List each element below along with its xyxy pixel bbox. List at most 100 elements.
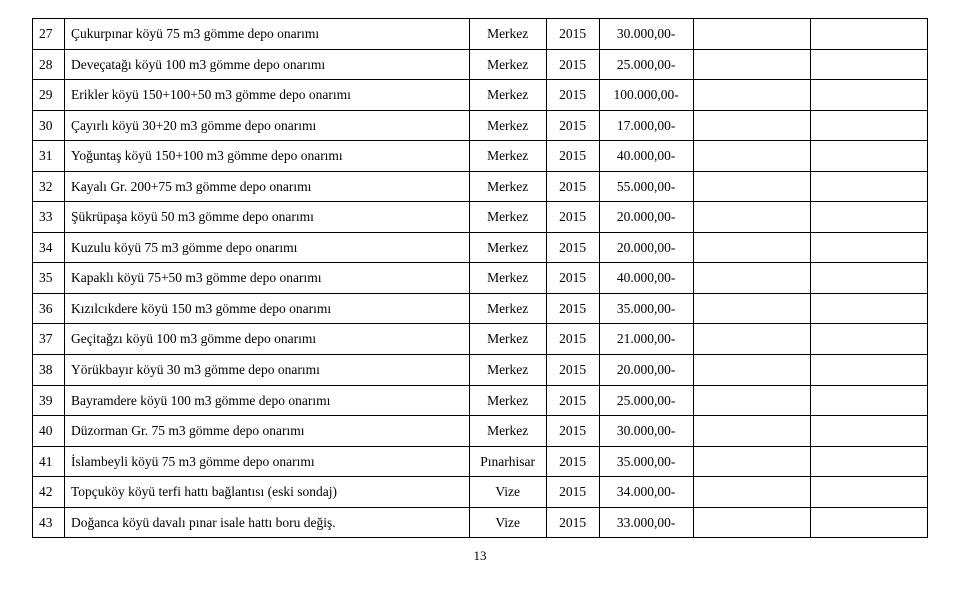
cell-num: 35 — [33, 263, 65, 294]
cell-e2 — [810, 385, 927, 416]
cell-loc: Vize — [469, 507, 546, 538]
cell-loc: Merkez — [469, 19, 546, 50]
table-row: 42Topçuköy köyü terfi hattı bağlantısı (… — [33, 477, 928, 508]
table-row: 29Erikler köyü 150+100+50 m3 gömme depo … — [33, 80, 928, 111]
cell-desc: Kapaklı köyü 75+50 m3 gömme depo onarımı — [64, 263, 469, 294]
cell-e2 — [810, 477, 927, 508]
cell-e1 — [693, 293, 810, 324]
cell-e2 — [810, 49, 927, 80]
cell-amt: 33.000,00- — [599, 507, 693, 538]
cell-desc: Geçitağzı köyü 100 m3 gömme depo onarımı — [64, 324, 469, 355]
cell-num: 37 — [33, 324, 65, 355]
cell-year: 2015 — [546, 80, 599, 111]
cell-desc: Topçuköy köyü terfi hattı bağlantısı (es… — [64, 477, 469, 508]
cell-year: 2015 — [546, 507, 599, 538]
cell-e2 — [810, 202, 927, 233]
cell-year: 2015 — [546, 49, 599, 80]
cell-e2 — [810, 355, 927, 386]
cell-amt: 21.000,00- — [599, 324, 693, 355]
cell-loc: Merkez — [469, 324, 546, 355]
cell-year: 2015 — [546, 141, 599, 172]
cell-desc: Erikler köyü 150+100+50 m3 gömme depo on… — [64, 80, 469, 111]
cell-loc: Vize — [469, 477, 546, 508]
cell-desc: İslambeyli köyü 75 m3 gömme depo onarımı — [64, 446, 469, 477]
cell-num: 42 — [33, 477, 65, 508]
cell-amt: 55.000,00- — [599, 171, 693, 202]
cell-num: 28 — [33, 49, 65, 80]
cell-loc: Merkez — [469, 80, 546, 111]
cell-e1 — [693, 19, 810, 50]
cell-amt: 35.000,00- — [599, 446, 693, 477]
cell-e2 — [810, 293, 927, 324]
cell-e1 — [693, 416, 810, 447]
cell-year: 2015 — [546, 202, 599, 233]
table-row: 38Yörükbayır köyü 30 m3 gömme depo onarı… — [33, 355, 928, 386]
cell-num: 29 — [33, 80, 65, 111]
table-row: 34Kuzulu köyü 75 m3 gömme depo onarımıMe… — [33, 232, 928, 263]
page-container: 27Çukurpınar köyü 75 m3 gömme depo onarı… — [0, 0, 960, 564]
cell-year: 2015 — [546, 110, 599, 141]
table-row: 28Deveçatağı köyü 100 m3 gömme depo onar… — [33, 49, 928, 80]
cell-e1 — [693, 171, 810, 202]
cell-loc: Merkez — [469, 171, 546, 202]
table-row: 33Şükrüpaşa köyü 50 m3 gömme depo onarım… — [33, 202, 928, 233]
cell-e1 — [693, 202, 810, 233]
cell-year: 2015 — [546, 477, 599, 508]
cell-loc: Merkez — [469, 416, 546, 447]
cell-loc: Merkez — [469, 293, 546, 324]
cell-num: 40 — [33, 416, 65, 447]
cell-num: 43 — [33, 507, 65, 538]
cell-e2 — [810, 110, 927, 141]
cell-year: 2015 — [546, 263, 599, 294]
cell-e2 — [810, 324, 927, 355]
cell-e1 — [693, 507, 810, 538]
cell-num: 36 — [33, 293, 65, 324]
cell-desc: Çayırlı köyü 30+20 m3 gömme depo onarımı — [64, 110, 469, 141]
cell-amt: 100.000,00- — [599, 80, 693, 111]
cell-num: 32 — [33, 171, 65, 202]
cell-e2 — [810, 171, 927, 202]
cell-loc: Merkez — [469, 263, 546, 294]
cell-loc: Merkez — [469, 141, 546, 172]
cell-num: 39 — [33, 385, 65, 416]
table-row: 39Bayramdere köyü 100 m3 gömme depo onar… — [33, 385, 928, 416]
cell-e2 — [810, 19, 927, 50]
cell-num: 33 — [33, 202, 65, 233]
cell-year: 2015 — [546, 355, 599, 386]
cell-e2 — [810, 263, 927, 294]
cell-desc: Yoğuntaş köyü 150+100 m3 gömme depo onar… — [64, 141, 469, 172]
cell-e2 — [810, 80, 927, 111]
cell-year: 2015 — [546, 416, 599, 447]
cell-desc: Deveçatağı köyü 100 m3 gömme depo onarım… — [64, 49, 469, 80]
cell-desc: Yörükbayır köyü 30 m3 gömme depo onarımı — [64, 355, 469, 386]
cell-amt: 40.000,00- — [599, 263, 693, 294]
cell-desc: Kayalı Gr. 200+75 m3 gömme depo onarımı — [64, 171, 469, 202]
cell-e2 — [810, 446, 927, 477]
cell-loc: Merkez — [469, 110, 546, 141]
page-number: 13 — [32, 548, 928, 564]
cell-e1 — [693, 446, 810, 477]
cell-year: 2015 — [546, 19, 599, 50]
table-row: 43Doğanca köyü davalı pınar isale hattı … — [33, 507, 928, 538]
cell-e1 — [693, 477, 810, 508]
table-row: 35Kapaklı köyü 75+50 m3 gömme depo onarı… — [33, 263, 928, 294]
cell-e2 — [810, 507, 927, 538]
cell-e1 — [693, 355, 810, 386]
table-row: 32Kayalı Gr. 200+75 m3 gömme depo onarım… — [33, 171, 928, 202]
cell-num: 27 — [33, 19, 65, 50]
cell-amt: 20.000,00- — [599, 232, 693, 263]
cell-desc: Çukurpınar köyü 75 m3 gömme depo onarımı — [64, 19, 469, 50]
table-row: 27Çukurpınar köyü 75 m3 gömme depo onarı… — [33, 19, 928, 50]
cell-amt: 20.000,00- — [599, 202, 693, 233]
cell-e1 — [693, 324, 810, 355]
cell-amt: 25.000,00- — [599, 385, 693, 416]
cell-e2 — [810, 232, 927, 263]
cell-e1 — [693, 385, 810, 416]
cell-amt: 35.000,00- — [599, 293, 693, 324]
cell-year: 2015 — [546, 324, 599, 355]
cell-amt: 30.000,00- — [599, 416, 693, 447]
cell-e1 — [693, 263, 810, 294]
table-row: 37Geçitağzı köyü 100 m3 gömme depo onarı… — [33, 324, 928, 355]
cell-amt: 20.000,00- — [599, 355, 693, 386]
table-row: 40Düzorman Gr. 75 m3 gömme depo onarımıM… — [33, 416, 928, 447]
